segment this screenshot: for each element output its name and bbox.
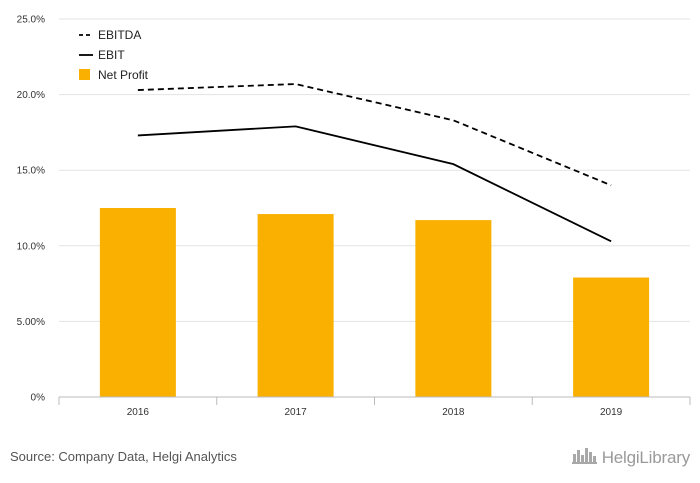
bar-net-profit (99, 208, 176, 397)
net-profit-bars (99, 208, 650, 397)
line-ebitda (137, 83, 612, 187)
logo-text: HelgiLibrary (601, 447, 691, 467)
bar-net-profit (257, 214, 334, 397)
y-tick-label: 25.0% (17, 15, 45, 26)
city-skyline-icon (571, 446, 598, 469)
y-tick-label: 15.0% (17, 166, 45, 177)
bar-net-profit (415, 220, 492, 397)
y-tick-label: 20.0% (17, 90, 45, 101)
x-tick-label: 2018 (442, 407, 465, 418)
legend-label: EBITDA (98, 28, 141, 42)
helgi-library-logo[interactable]: HelgiLibrary (571, 446, 691, 469)
y-tick-label: 5.00% (17, 317, 45, 328)
source-note: Source: Company Data, Helgi Analytics (10, 449, 237, 464)
x-tick-label: 2017 (285, 407, 308, 418)
line-ebit (137, 125, 612, 243)
axes: 0% 5.00% 10.0% 15.0% 20.0% 25.0% 2016 2017 2018 2… (17, 15, 691, 418)
combo-chart: 0% 5.00% 10.0% 15.0% 20.0% 25.0% 2016 2017 2018 2… (17, 15, 691, 418)
legend-label: Net Profit (98, 68, 149, 82)
x-tick-label: 2019 (600, 407, 623, 418)
x-tick-label: 2016 (127, 407, 150, 418)
y-tick-label: 10.0% (17, 241, 45, 252)
line-series (137, 83, 612, 243)
legend-symbol-net-profit (79, 69, 90, 80)
legend-label: EBIT (98, 48, 125, 62)
bar-net-profit (573, 277, 650, 397)
y-tick-label: 0% (31, 393, 46, 404)
legend: EBITDA EBIT Net Profit (79, 28, 149, 82)
